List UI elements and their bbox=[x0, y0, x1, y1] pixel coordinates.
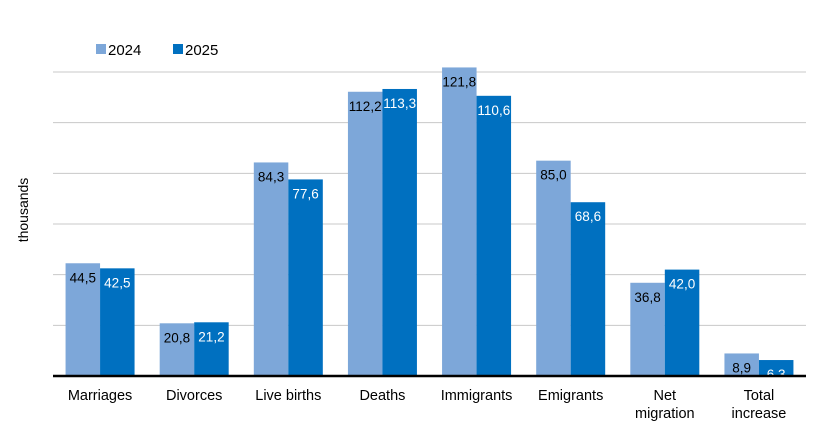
data-label-2024: 84,3 bbox=[258, 169, 284, 184]
bar-2024 bbox=[253, 162, 289, 376]
bar-2025 bbox=[288, 179, 323, 376]
x-tick-label: migration bbox=[635, 406, 695, 422]
x-tick-label: Total bbox=[744, 388, 775, 404]
bar-2025 bbox=[194, 322, 229, 376]
data-label-2025: 113,3 bbox=[383, 96, 416, 111]
bar-2025 bbox=[100, 268, 135, 376]
data-label-2025: 110,6 bbox=[477, 103, 510, 118]
bar-2024 bbox=[65, 263, 101, 376]
bar-2024 bbox=[630, 282, 665, 376]
legend-label: 2024 bbox=[108, 42, 141, 59]
legend-label: 2025 bbox=[185, 42, 218, 59]
bar-2024 bbox=[347, 91, 383, 376]
data-label-2024: 20,8 bbox=[164, 330, 190, 345]
x-tick-label: Immigrants bbox=[441, 388, 513, 404]
data-label-2025: 68,6 bbox=[575, 209, 601, 224]
data-label-2025: 42,5 bbox=[104, 275, 130, 290]
x-tick-label: increase bbox=[732, 406, 787, 422]
data-label-2024: 121,8 bbox=[442, 74, 476, 89]
data-label-2024: 85,0 bbox=[540, 168, 566, 183]
x-tick-label: Net bbox=[654, 388, 677, 404]
bar-2024 bbox=[536, 160, 571, 376]
x-tick-label: Marriages bbox=[68, 388, 132, 404]
bar-2025 bbox=[382, 88, 417, 377]
bar-2025 bbox=[570, 202, 606, 376]
data-label-2024: 112,2 bbox=[349, 99, 382, 114]
x-tick-label: Divorces bbox=[166, 388, 222, 404]
bar-2025 bbox=[476, 95, 512, 377]
legend-swatch-2025 bbox=[173, 44, 183, 54]
data-label-2024: 44,5 bbox=[70, 270, 96, 285]
y-axis-label: thousands bbox=[15, 178, 31, 243]
data-label-2024: 36,8 bbox=[634, 290, 660, 305]
bar-2024 bbox=[159, 323, 195, 376]
legend: 2024 2025 bbox=[96, 42, 218, 59]
bar-2025 bbox=[664, 269, 700, 376]
x-tick-label: Deaths bbox=[359, 388, 405, 404]
bar-2024 bbox=[442, 67, 477, 376]
legend-swatch-2024 bbox=[96, 44, 106, 54]
x-tick-label: Emigrants bbox=[538, 388, 603, 404]
bars: 44,5 42,5 20,8 21,2 84,3 77,6 112,2 113,3 121,81… bbox=[65, 67, 794, 382]
x-tick-labels: Marriages Divorces Live births Deaths Immigr… bbox=[68, 388, 787, 422]
data-label-2025: 6,3 bbox=[767, 367, 786, 382]
x-tick-label: Live births bbox=[255, 388, 321, 404]
data-label-2025: 42,0 bbox=[669, 277, 695, 292]
bar-2025 bbox=[758, 360, 794, 376]
bar-2024 bbox=[724, 353, 759, 376]
data-label-2025: 21,2 bbox=[198, 329, 224, 344]
data-label-2024: 8,9 bbox=[732, 360, 751, 375]
data-label-2025: 77,6 bbox=[292, 186, 318, 201]
